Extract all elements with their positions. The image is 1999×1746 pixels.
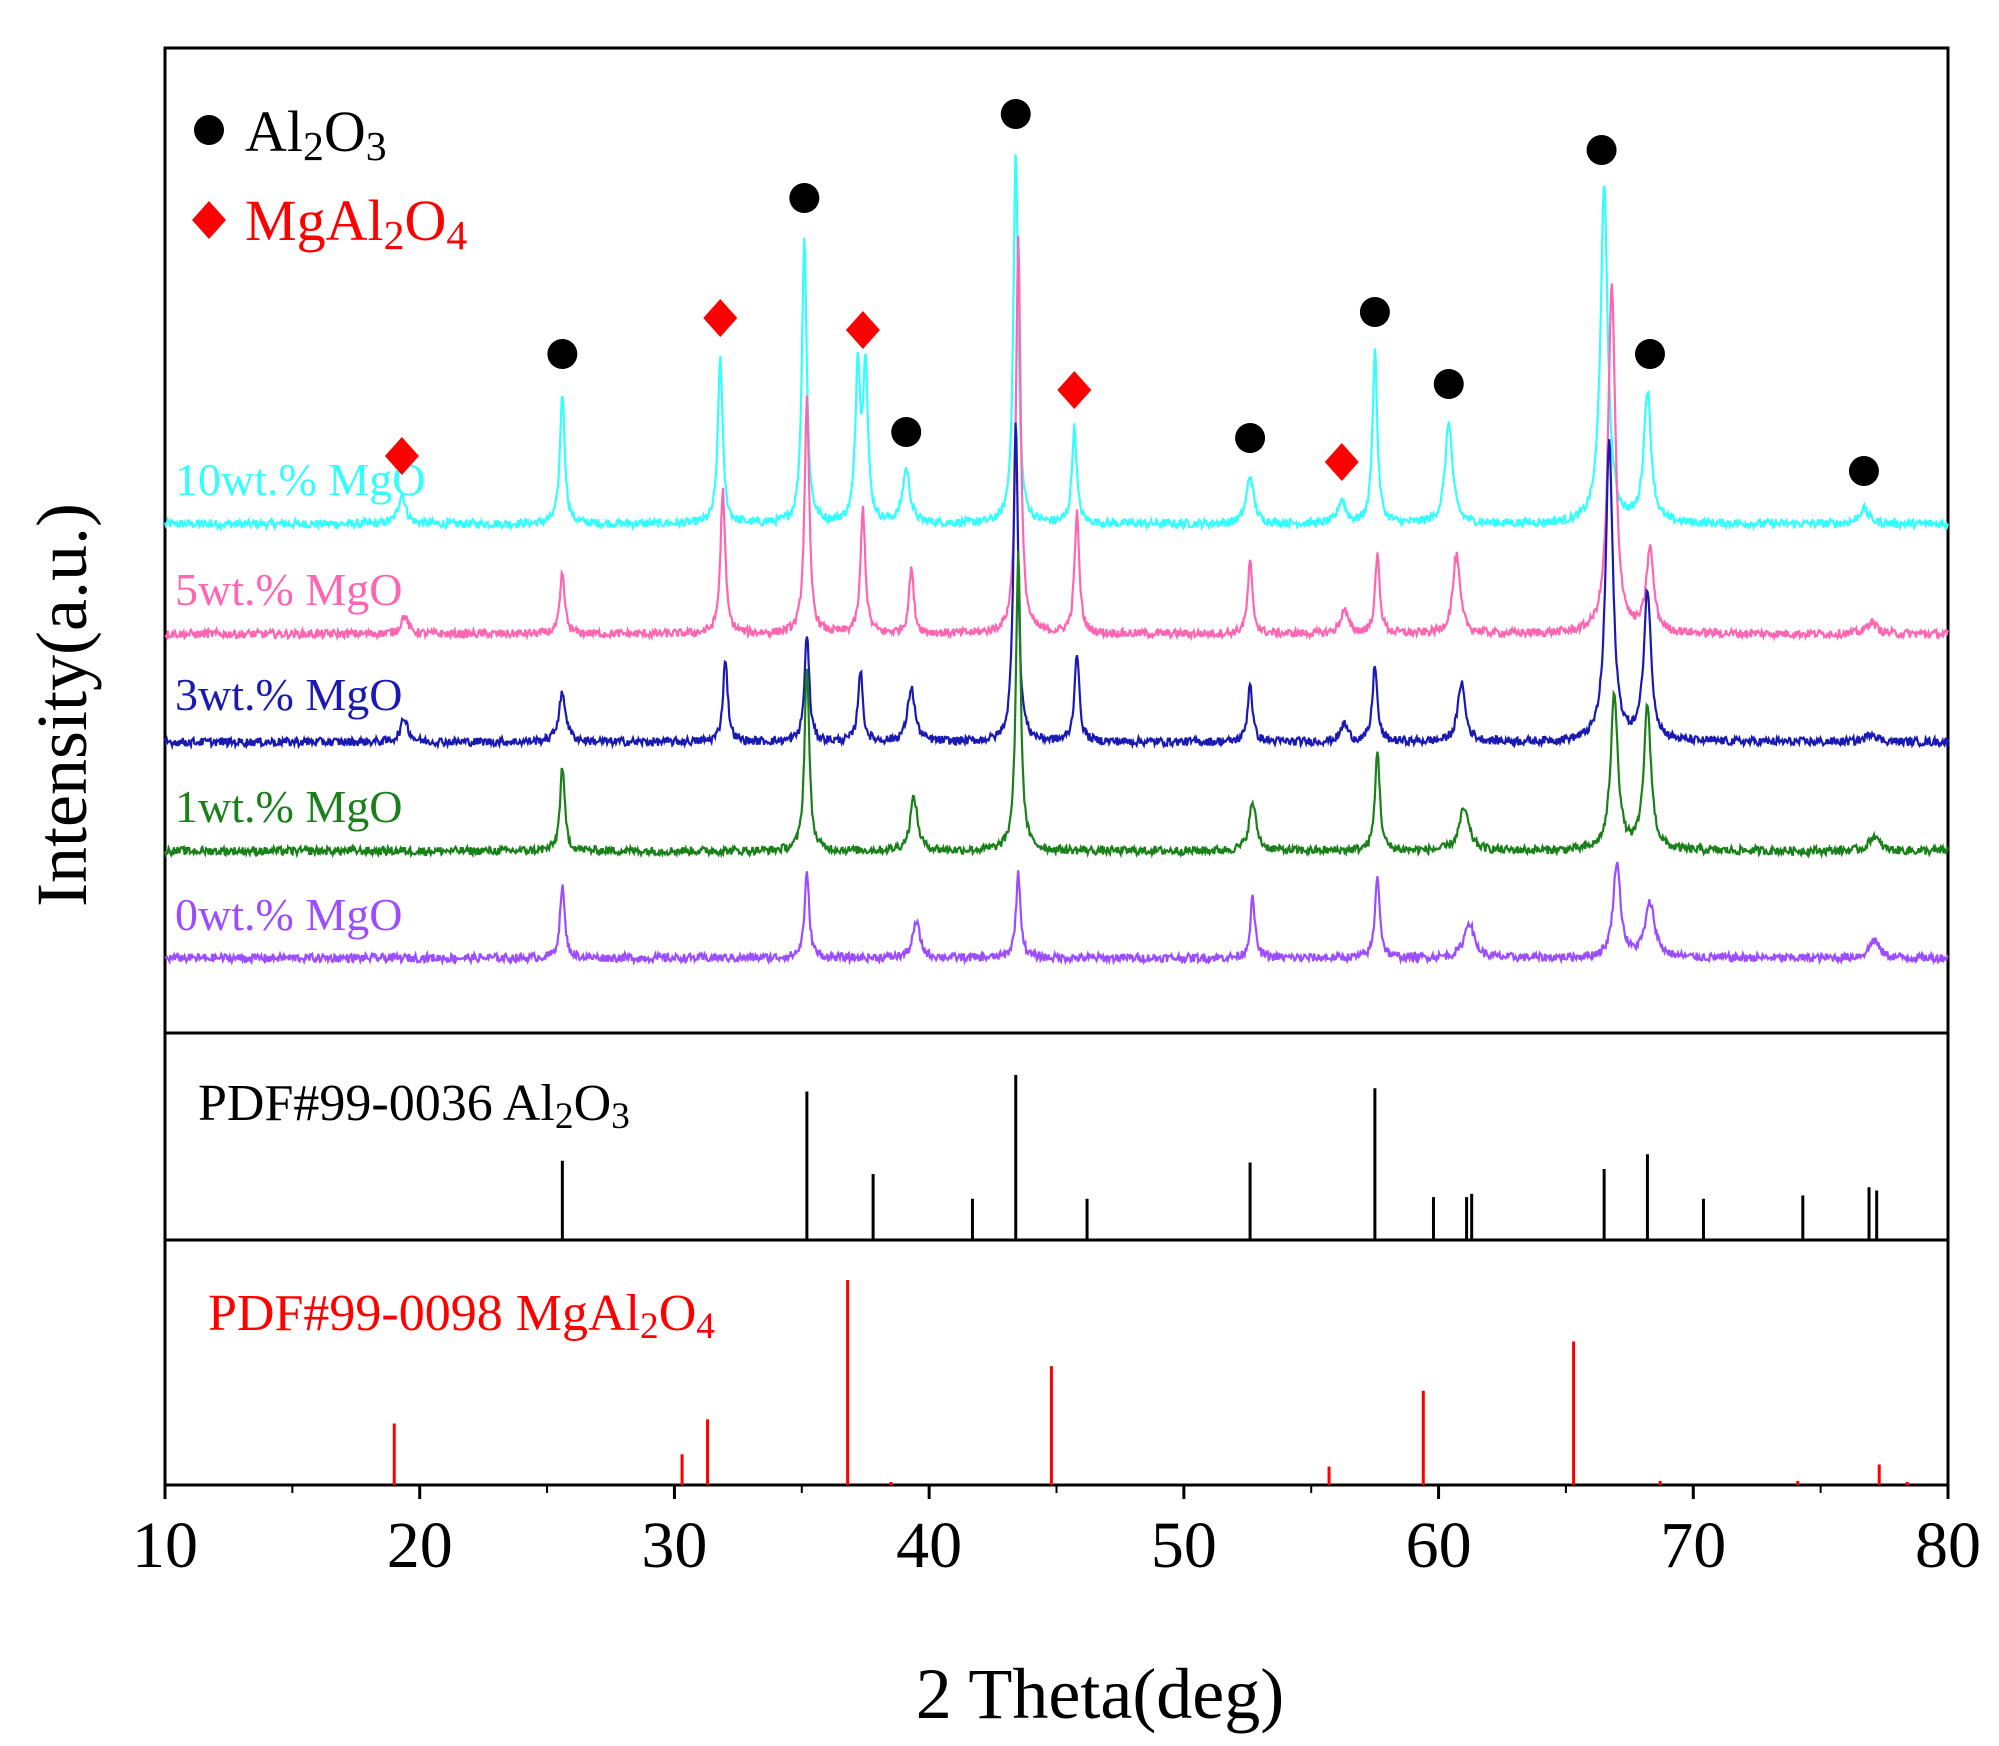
legend-circle-icon (194, 115, 224, 145)
series-line (163, 154, 1950, 533)
reference-layer: PDF#99-0036 Al2O3 PDF#99-0098 MgAl2O4 (198, 1075, 1909, 1485)
x-axis-title: 2 Theta(deg) (916, 1654, 1285, 1734)
mgal2o4-marker (384, 437, 419, 475)
al2o3-marker (1634, 339, 1665, 369)
x-axis: 10 20 30 40 50 60 70 80 (132, 1485, 1981, 1582)
legend-diamond-icon (192, 201, 226, 239)
series-line (164, 235, 1950, 642)
al2o3-marker (891, 417, 922, 447)
mgal2o4-marker (845, 311, 880, 349)
series-line (163, 422, 1950, 751)
y-axis-title: Intensity(a.u.) (22, 503, 102, 907)
al2o3-marker (789, 183, 820, 213)
plot-frame (163, 46, 1950, 1487)
series-line (164, 861, 1949, 967)
x-tick-label: 80 (1915, 1509, 1981, 1582)
x-tick-label: 50 (1151, 1509, 1217, 1582)
x-tick-label: 10 (132, 1509, 198, 1582)
al2o3-marker (1433, 369, 1464, 399)
legend-label-mgal2o4: MgAl2O4 (245, 188, 467, 259)
legend-label-al2o3: Al2O3 (245, 99, 387, 170)
x-tick-label: 20 (387, 1509, 453, 1582)
reference-label: PDF#99-0098 MgAl2O4 (208, 1285, 715, 1347)
al2o3-marker (1000, 99, 1031, 129)
series-layer: 10wt.% MgO 5wt.% MgO 3wt.% MgO 1wt.% MgO 0wt… (163, 154, 1950, 967)
legend: Al2O3 MgAl2O4 (192, 99, 467, 259)
series-label: 0wt.% MgO (175, 889, 402, 940)
reference-label: PDF#99-0036 Al2O3 (198, 1075, 630, 1137)
x-tick-label: 60 (1406, 1509, 1472, 1582)
series-line (163, 550, 1949, 860)
al2o3-marker (1848, 456, 1879, 486)
x-tick-label: 30 (641, 1509, 707, 1582)
mgal2o4-marker (703, 299, 738, 337)
plot-border (163, 46, 1950, 1487)
al2o3-marker (1586, 135, 1617, 165)
al2o3-marker (1235, 423, 1266, 453)
series-label: 1wt.% MgO (175, 781, 402, 832)
series-label: 3wt.% MgO (175, 669, 402, 720)
al2o3-marker (547, 339, 578, 369)
phase-marker-layer (384, 99, 1879, 486)
al2o3-marker (1359, 297, 1390, 327)
x-tick-label: 40 (896, 1509, 962, 1582)
series-label: 5wt.% MgO (175, 564, 402, 615)
mgal2o4-marker (1324, 443, 1359, 481)
mgal2o4-marker (1057, 371, 1092, 409)
x-tick-label: 70 (1660, 1509, 1726, 1582)
series-label: 10wt.% MgO (175, 454, 425, 505)
